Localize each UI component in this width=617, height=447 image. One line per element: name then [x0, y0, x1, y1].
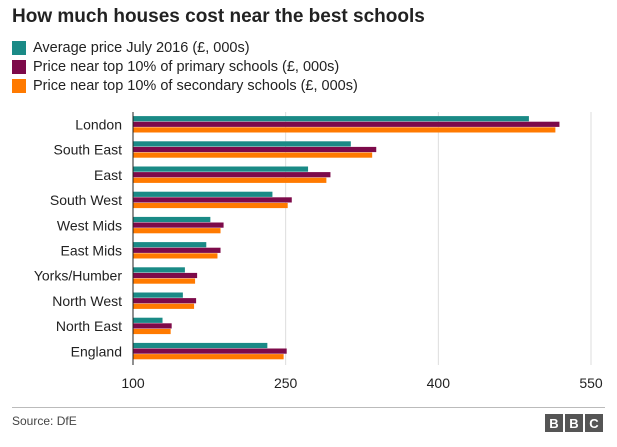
- source-note: Source: DfE: [12, 414, 77, 428]
- legend-label-secondary: Price near top 10% of secondary schools …: [33, 77, 358, 94]
- legend-label-average: Average price July 2016 (£, 000s): [33, 39, 250, 56]
- bar: [133, 191, 273, 197]
- category-label: East: [94, 167, 122, 183]
- legend-swatch-average: [12, 40, 26, 55]
- legend-label-primary: Price near top 10% of primary schools (£…: [33, 58, 340, 75]
- bar: [133, 247, 221, 253]
- x-tick-label: 250: [274, 375, 298, 391]
- category-label: South East: [54, 142, 123, 158]
- legend-swatch-secondary: [12, 78, 26, 93]
- bar: [133, 222, 224, 228]
- bbc-logo-letter: C: [585, 414, 603, 432]
- x-tick-label: 550: [579, 375, 603, 391]
- bar: [133, 197, 292, 203]
- legend-item-average: Average price July 2016 (£, 000s): [12, 38, 358, 57]
- bar: [133, 348, 287, 354]
- bar: [133, 152, 373, 158]
- footer-divider: [12, 407, 605, 408]
- legend-item-primary: Price near top 10% of primary schools (£…: [12, 57, 358, 76]
- bar: [133, 177, 327, 183]
- bar: [133, 216, 211, 223]
- bar: [133, 323, 172, 329]
- category-label: North West: [52, 293, 122, 309]
- bbc-logo: B B C: [545, 414, 603, 432]
- category-label: London: [75, 117, 122, 133]
- bar: [133, 267, 185, 273]
- bar: [133, 253, 218, 259]
- legend: Average price July 2016 (£, 000s) Price …: [12, 38, 358, 95]
- bar: [133, 317, 163, 323]
- category-label: Yorks/Humber: [34, 268, 123, 284]
- category-label: North East: [56, 318, 122, 334]
- chart-title: How much houses cost near the best schoo…: [12, 6, 425, 27]
- bar: [133, 146, 377, 153]
- bar: [133, 328, 171, 335]
- bar: [133, 342, 268, 349]
- category-label: West Mids: [57, 217, 122, 233]
- legend-item-secondary: Price near top 10% of secondary schools …: [12, 76, 358, 95]
- bar: [133, 116, 529, 122]
- bar: [133, 298, 197, 304]
- bar: [133, 303, 195, 309]
- bar: [133, 202, 288, 209]
- bar: [133, 127, 556, 133]
- category-label: England: [71, 343, 122, 359]
- category-label: East Mids: [61, 243, 122, 259]
- bar: [133, 166, 309, 172]
- bar: [133, 292, 183, 298]
- bar: [133, 121, 560, 127]
- bbc-logo-letter: B: [565, 414, 583, 432]
- bar: [133, 242, 207, 248]
- legend-swatch-primary: [12, 59, 26, 74]
- bar: [133, 278, 196, 284]
- bar: [133, 272, 198, 279]
- category-label: South West: [50, 192, 122, 208]
- bar: [133, 354, 284, 360]
- bar: [133, 172, 331, 178]
- bar: [133, 228, 221, 234]
- x-tick-label: 100: [121, 375, 145, 391]
- bbc-logo-letter: B: [545, 414, 563, 432]
- bar: [133, 141, 351, 147]
- x-tick-label: 400: [427, 375, 451, 391]
